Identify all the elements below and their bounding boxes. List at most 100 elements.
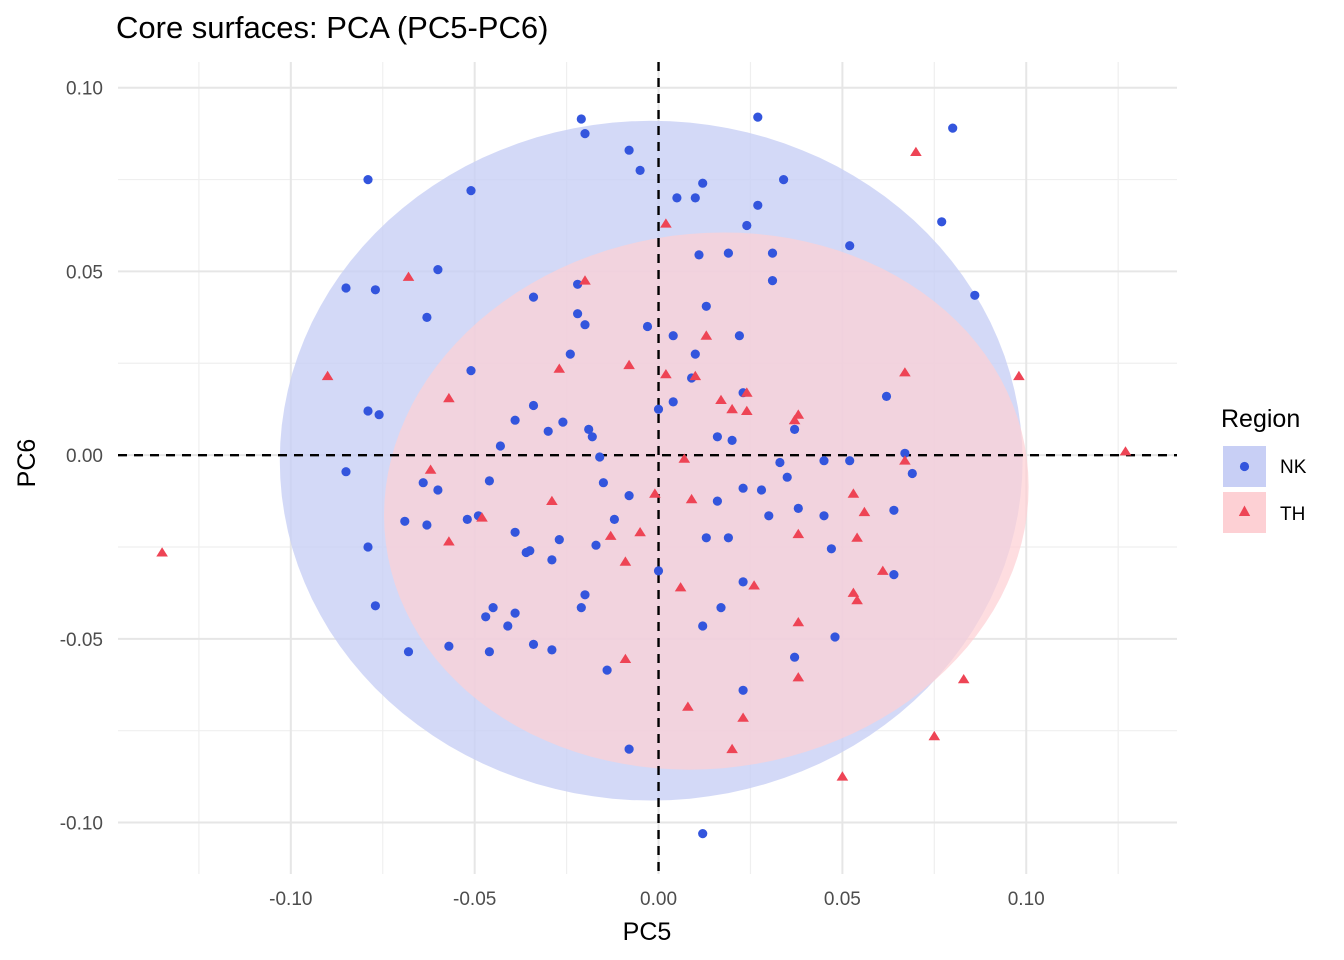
point-nk-3 — [635, 165, 645, 175]
point-nk-107 — [790, 652, 800, 662]
point-th-13 — [715, 394, 727, 404]
point-nk-26 — [767, 276, 778, 286]
point-nk-58 — [907, 468, 917, 479]
point-th-29 — [443, 536, 455, 546]
point-th-11 — [1013, 370, 1025, 381]
point-nk-71 — [462, 514, 472, 525]
y-tick-label: -0.05 — [60, 630, 103, 651]
point-nk-96 — [481, 612, 491, 622]
point-nk-104 — [528, 639, 539, 650]
point-th-23 — [546, 495, 558, 505]
point-th-28 — [476, 512, 488, 522]
point-nk-42 — [510, 415, 520, 425]
point-nk-52 — [495, 441, 505, 451]
point-th-39 — [851, 595, 863, 605]
point-th-24 — [649, 488, 661, 498]
point-th-38 — [847, 587, 860, 597]
point-nk-92 — [580, 590, 590, 600]
point-nk-76 — [819, 511, 829, 521]
point-nk-13 — [937, 217, 947, 227]
point-nk-5 — [948, 123, 958, 133]
point-nk-106 — [602, 665, 612, 675]
point-nk-14 — [742, 220, 752, 231]
point-nk-84 — [723, 533, 734, 543]
point-nk-105 — [547, 645, 557, 655]
point-nk-67 — [756, 485, 767, 495]
point-nk-110 — [698, 829, 708, 839]
point-nk-18 — [767, 248, 778, 258]
point-nk-83 — [701, 533, 711, 543]
x-axis-title: PC5 — [623, 918, 672, 946]
point-nk-94 — [488, 603, 498, 613]
point-nk-10 — [672, 193, 682, 203]
point-th-2 — [402, 271, 415, 281]
point-nk-40 — [374, 410, 384, 420]
point-nk-8 — [698, 178, 708, 188]
point-nk-56 — [845, 456, 855, 466]
point-th-7 — [623, 359, 635, 370]
point-th-32 — [792, 528, 805, 539]
point-th-48 — [726, 743, 738, 754]
point-nk-109 — [624, 744, 634, 754]
x-tick-label: 0.00 — [640, 889, 677, 910]
point-nk-41 — [528, 400, 539, 411]
point-th-8 — [660, 369, 672, 379]
y-axis-title: PC6 — [13, 439, 41, 488]
point-nk-54 — [775, 457, 785, 468]
reference-lines — [118, 62, 1177, 874]
y-tick-label: 0.00 — [66, 446, 103, 467]
point-th-14 — [726, 403, 738, 414]
point-nk-12 — [753, 200, 763, 210]
point-nk-50 — [727, 435, 737, 445]
point-nk-27 — [422, 312, 432, 322]
point-th-36 — [674, 582, 687, 592]
point-nk-60 — [418, 478, 428, 488]
point-nk-102 — [444, 641, 454, 651]
point-nk-69 — [400, 516, 410, 526]
point-th-45 — [682, 701, 694, 711]
point-nk-20 — [341, 283, 351, 293]
point-nk-35 — [466, 366, 476, 376]
point-nk-97 — [503, 621, 513, 631]
y-tick-label: -0.10 — [60, 814, 103, 835]
x-tick-label: -0.05 — [453, 889, 496, 910]
point-th-33 — [851, 532, 863, 542]
point-th-21 — [899, 455, 911, 465]
x-axis-ticks: -0.10 -0.05 0.00 0.05 0.10 — [269, 889, 1045, 910]
point-nk-2 — [624, 145, 634, 155]
point-nk-77 — [889, 505, 899, 515]
point-nk-74 — [764, 511, 774, 521]
point-nk-108 — [738, 685, 748, 695]
chart-title: Core surfaces: PCA (PC5-PC6) — [116, 10, 548, 45]
point-nk-87 — [547, 555, 557, 565]
point-nk-46 — [543, 426, 553, 436]
point-nk-70 — [422, 520, 432, 530]
point-nk-7 — [466, 186, 476, 196]
point-th-1 — [660, 218, 672, 228]
point-nk-68 — [782, 472, 792, 482]
point-th-49 — [836, 771, 849, 781]
point-nk-6 — [363, 175, 373, 185]
point-nk-22 — [573, 279, 583, 289]
legend: Region NK TH — [1221, 405, 1307, 533]
point-nk-64 — [624, 491, 634, 501]
point-nk-91 — [370, 601, 380, 611]
point-th-31 — [634, 527, 646, 537]
point-nk-11 — [690, 193, 700, 203]
point-nk-39 — [363, 406, 373, 416]
data-points — [156, 112, 1132, 839]
point-nk-1 — [580, 129, 590, 139]
point-th-4 — [700, 330, 713, 340]
point-nk-61 — [433, 485, 443, 495]
point-nk-21 — [370, 285, 380, 295]
point-nk-81 — [554, 535, 564, 545]
point-nk-78 — [363, 542, 373, 552]
point-th-37 — [748, 580, 760, 590]
point-nk-88 — [653, 566, 664, 576]
point-nk-45 — [558, 417, 568, 427]
point-nk-33 — [565, 349, 575, 359]
point-th-42 — [619, 653, 632, 663]
point-nk-62 — [484, 476, 494, 486]
point-nk-44 — [653, 404, 664, 414]
